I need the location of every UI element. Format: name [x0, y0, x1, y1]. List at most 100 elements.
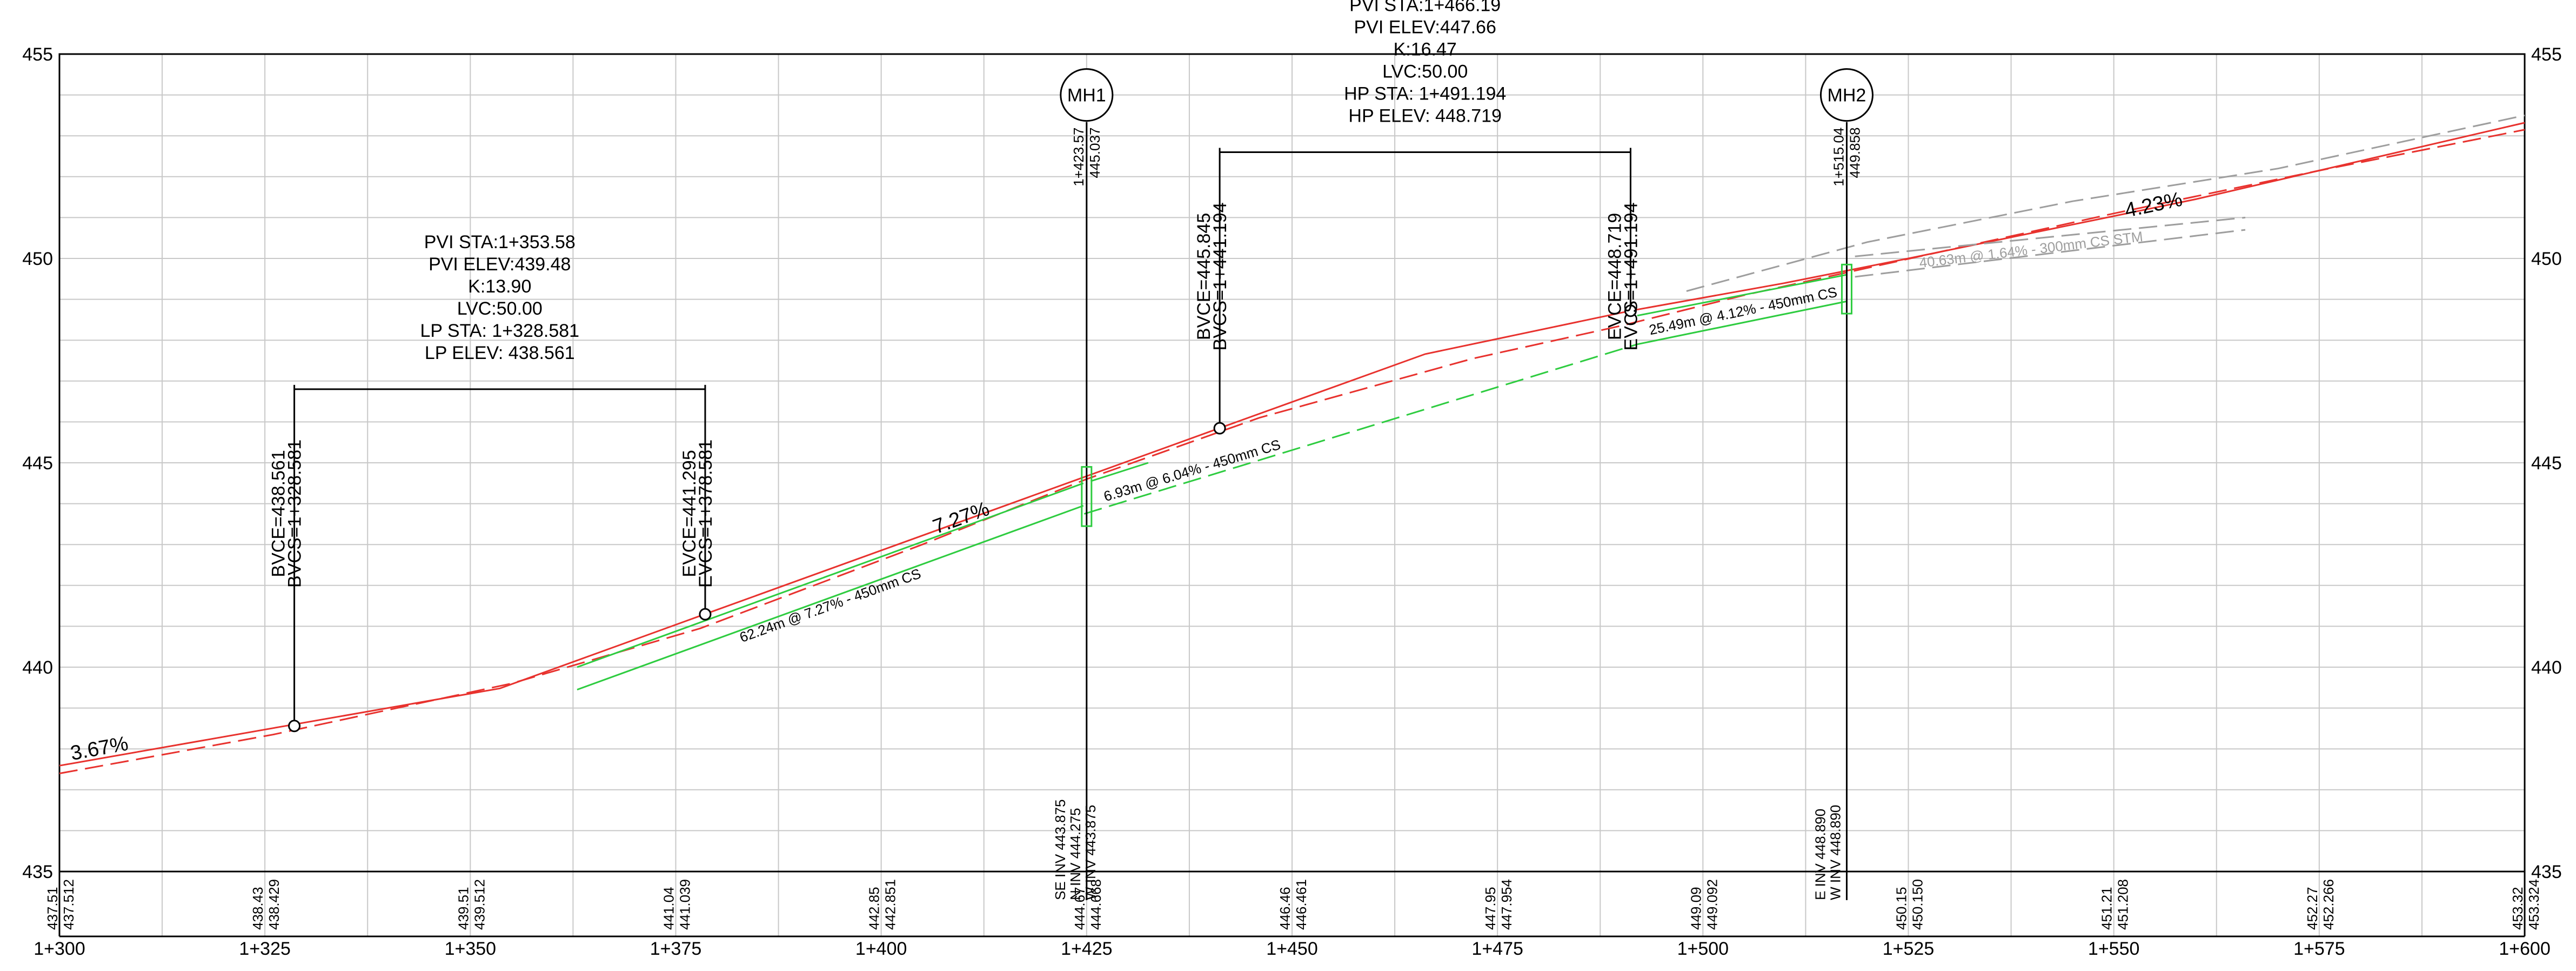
- curve-data-line: PVI STA:1+466.19: [1349, 0, 1501, 16]
- x-tick-label: 1+400: [855, 939, 907, 959]
- profile-line-pipe-6: [1090, 462, 1149, 482]
- x-tick-label: 1+475: [1471, 939, 1523, 959]
- x-tick-label: 1+575: [2293, 939, 2345, 959]
- band-proposed-elev: 447.954: [1498, 879, 1515, 930]
- band-proposed-elev: 453.324: [2526, 879, 2542, 930]
- curve-data-line: LVC:50.00: [1382, 62, 1468, 82]
- band-existing-elev: 441.04: [661, 887, 677, 930]
- band-proposed-elev: 437.512: [61, 879, 77, 930]
- band-proposed-elev: 442.851: [882, 879, 899, 930]
- x-tick-label: 1+450: [1266, 939, 1318, 959]
- curve-data-line: PVI ELEV:447.66: [1354, 17, 1496, 38]
- manhole-symbol: [1060, 68, 1114, 122]
- y-tick-label-left: 445: [22, 453, 53, 474]
- x-tick-label: 1+550: [2088, 939, 2140, 959]
- x-tick-label: 1+300: [34, 939, 85, 959]
- axes: 455 455 450 450 445 445 440 440 435 435 1+300 1+325…: [22, 44, 2561, 959]
- band-existing-elev: 447.95: [1482, 887, 1498, 930]
- manhole-invert: W INV 448.890: [1827, 805, 1843, 900]
- band-existing-elev: 444.67: [1072, 887, 1088, 930]
- band-existing-elev: 437.51: [44, 887, 61, 930]
- manhole-station: 1+423.57: [1070, 128, 1087, 187]
- manhole-pipe-box: [1081, 466, 1093, 527]
- curve-data-line: LVC:50.00: [457, 298, 543, 319]
- profile-line-pipe-62-crown: [577, 504, 1084, 691]
- manhole-invert: SE INV 443.875: [1052, 799, 1068, 900]
- grade-label: 3.67%: [69, 732, 130, 765]
- pipe-label: 25.49m @ 4.12% - 450mm CS: [1648, 284, 1838, 338]
- profile-line-future-grade: [1686, 114, 2525, 292]
- curve-data-line: HP STA: 1+491.194: [1344, 84, 1506, 104]
- x-tick-label: 1+525: [1883, 939, 1935, 959]
- evc-label: EVCE=441.295: [679, 450, 700, 577]
- profile-line-pipe-62: [577, 482, 1084, 668]
- manhole-invert: W INV 443.875: [1082, 805, 1099, 900]
- y-tick-label-left: 440: [22, 657, 53, 678]
- band-existing-elev: 438.43: [250, 887, 266, 930]
- y-tick-label-left: 455: [22, 44, 53, 65]
- y-tick-label-left: 435: [22, 862, 53, 882]
- pipe-label: 62.24m @ 7.27% - 450mm CS: [738, 565, 924, 646]
- evc-label: EVCS=1+491.194: [1621, 202, 1641, 350]
- profile-line-existing: [59, 129, 2525, 775]
- curve-data-line: HP ELEV: 448.719: [1348, 106, 1502, 127]
- band-proposed-elev: 444.668: [1088, 879, 1104, 930]
- y-tick-label-right: 445: [2531, 453, 2562, 474]
- evc-point: [1624, 304, 1637, 317]
- band-existing-elev: 451.21: [2099, 887, 2115, 930]
- curve-data-line: PVI STA:1+353.58: [424, 232, 576, 252]
- band-proposed-elev: 450.150: [1910, 879, 1926, 930]
- manhole-invert: N INV 444.275: [1067, 808, 1083, 900]
- band-proposed-elev: 451.208: [2115, 879, 2131, 930]
- band-proposed-elev: 452.266: [2320, 879, 2337, 930]
- band-proposed-elev: 441.039: [677, 879, 693, 930]
- band-existing-elev: 442.85: [866, 887, 882, 930]
- manhole-pipe-box: [1841, 263, 1852, 315]
- band-proposed-elev: 449.092: [1704, 879, 1720, 930]
- evc-label: EVCS=1+378.581: [695, 440, 716, 588]
- bvc-label: BVCS=1+328.581: [285, 440, 305, 588]
- bvc-point: [1213, 422, 1226, 435]
- bvc-label: BVCE=445.845: [1194, 213, 1214, 340]
- bvc-label: BVCE=438.561: [269, 450, 289, 577]
- evc-label: EVCE=448.719: [1604, 213, 1625, 340]
- manhole-station: 1+515.04: [1830, 128, 1846, 187]
- profile-line-future-pipe: [1855, 216, 2246, 257]
- band-existing-elev: 446.46: [1277, 887, 1293, 930]
- band-existing-elev: 449.09: [1688, 887, 1704, 930]
- y-tick-label-right: 440: [2531, 657, 2562, 678]
- profile-lines: [59, 114, 2525, 775]
- manhole-symbol: [1819, 68, 1874, 122]
- plot-frame: [58, 53, 2526, 873]
- y-tick-label-left: 450: [22, 249, 53, 269]
- annotations: 3.67%7.27%4.23%62.24m @ 7.27% - 450mm CS…: [69, 188, 2184, 765]
- x-tick-label: 1+500: [1677, 939, 1729, 959]
- profile-line-pipe-6-dashed: [1083, 343, 1638, 515]
- profile-line-pipe-25-crown: [1637, 300, 1847, 345]
- curve-data-line: PVI ELEV:439.48: [429, 254, 571, 275]
- band-existing-elev: 453.32: [2510, 887, 2526, 930]
- manhole-invert: E INV 448.890: [1812, 809, 1828, 900]
- y-tick-label-right: 450: [2531, 249, 2562, 269]
- profile-line-future-pipe-crown: [1855, 229, 2246, 278]
- y-tick-label-right: 435: [2531, 862, 2562, 882]
- band-proposed-elev: 439.512: [471, 879, 487, 930]
- x-tick-label: 1+350: [445, 939, 497, 959]
- bvc-point: [288, 720, 301, 733]
- bvc-label: BVCS=1+441.194: [1210, 202, 1230, 350]
- curve-data-line: LP ELEV: 438.561: [425, 343, 575, 363]
- manhole-name: MH2: [1828, 85, 1866, 106]
- manhole-name: MH1: [1067, 85, 1106, 106]
- curve-data-line: K:16.47: [1394, 39, 1457, 60]
- curve-data-line: K:13.90: [468, 276, 531, 297]
- grid: [59, 54, 2525, 936]
- band-existing-elev: 450.15: [1893, 887, 1910, 930]
- x-tick-label: 1+600: [2499, 939, 2551, 959]
- band-proposed-elev: 438.429: [266, 879, 282, 930]
- manhole-rim-elev: 445.037: [1087, 128, 1103, 178]
- band-existing-elev: 452.27: [2304, 887, 2320, 930]
- elevation-band: 437.51 437.512 438.43 438.429 439.51 439.512 4…: [44, 879, 2542, 930]
- evc-point: [699, 608, 712, 621]
